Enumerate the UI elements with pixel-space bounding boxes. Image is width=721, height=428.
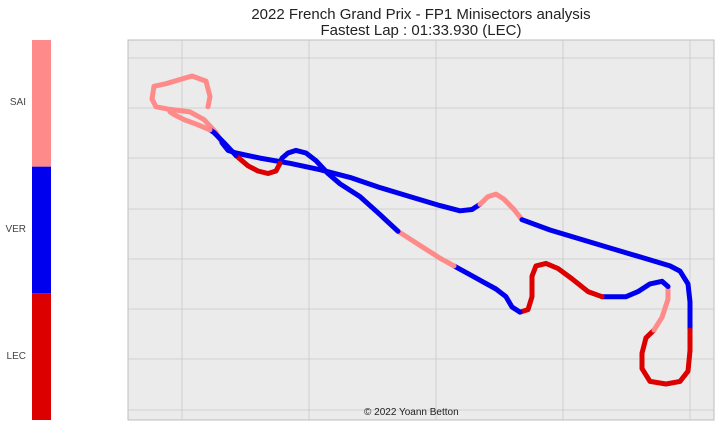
colorbar-segment-lec: [32, 293, 51, 420]
colorbar-segment-sai: [32, 40, 51, 167]
colorbar-label-ver: VER: [0, 224, 26, 235]
colorbar-segment-ver: [32, 167, 51, 294]
colorbar: [32, 40, 51, 420]
colorbar-label-lec: LEC: [0, 351, 26, 362]
plot-area: [128, 40, 714, 420]
credit-text: © 2022 Yoann Betton: [364, 407, 459, 418]
colorbar-label-sai: SAI: [0, 97, 26, 108]
